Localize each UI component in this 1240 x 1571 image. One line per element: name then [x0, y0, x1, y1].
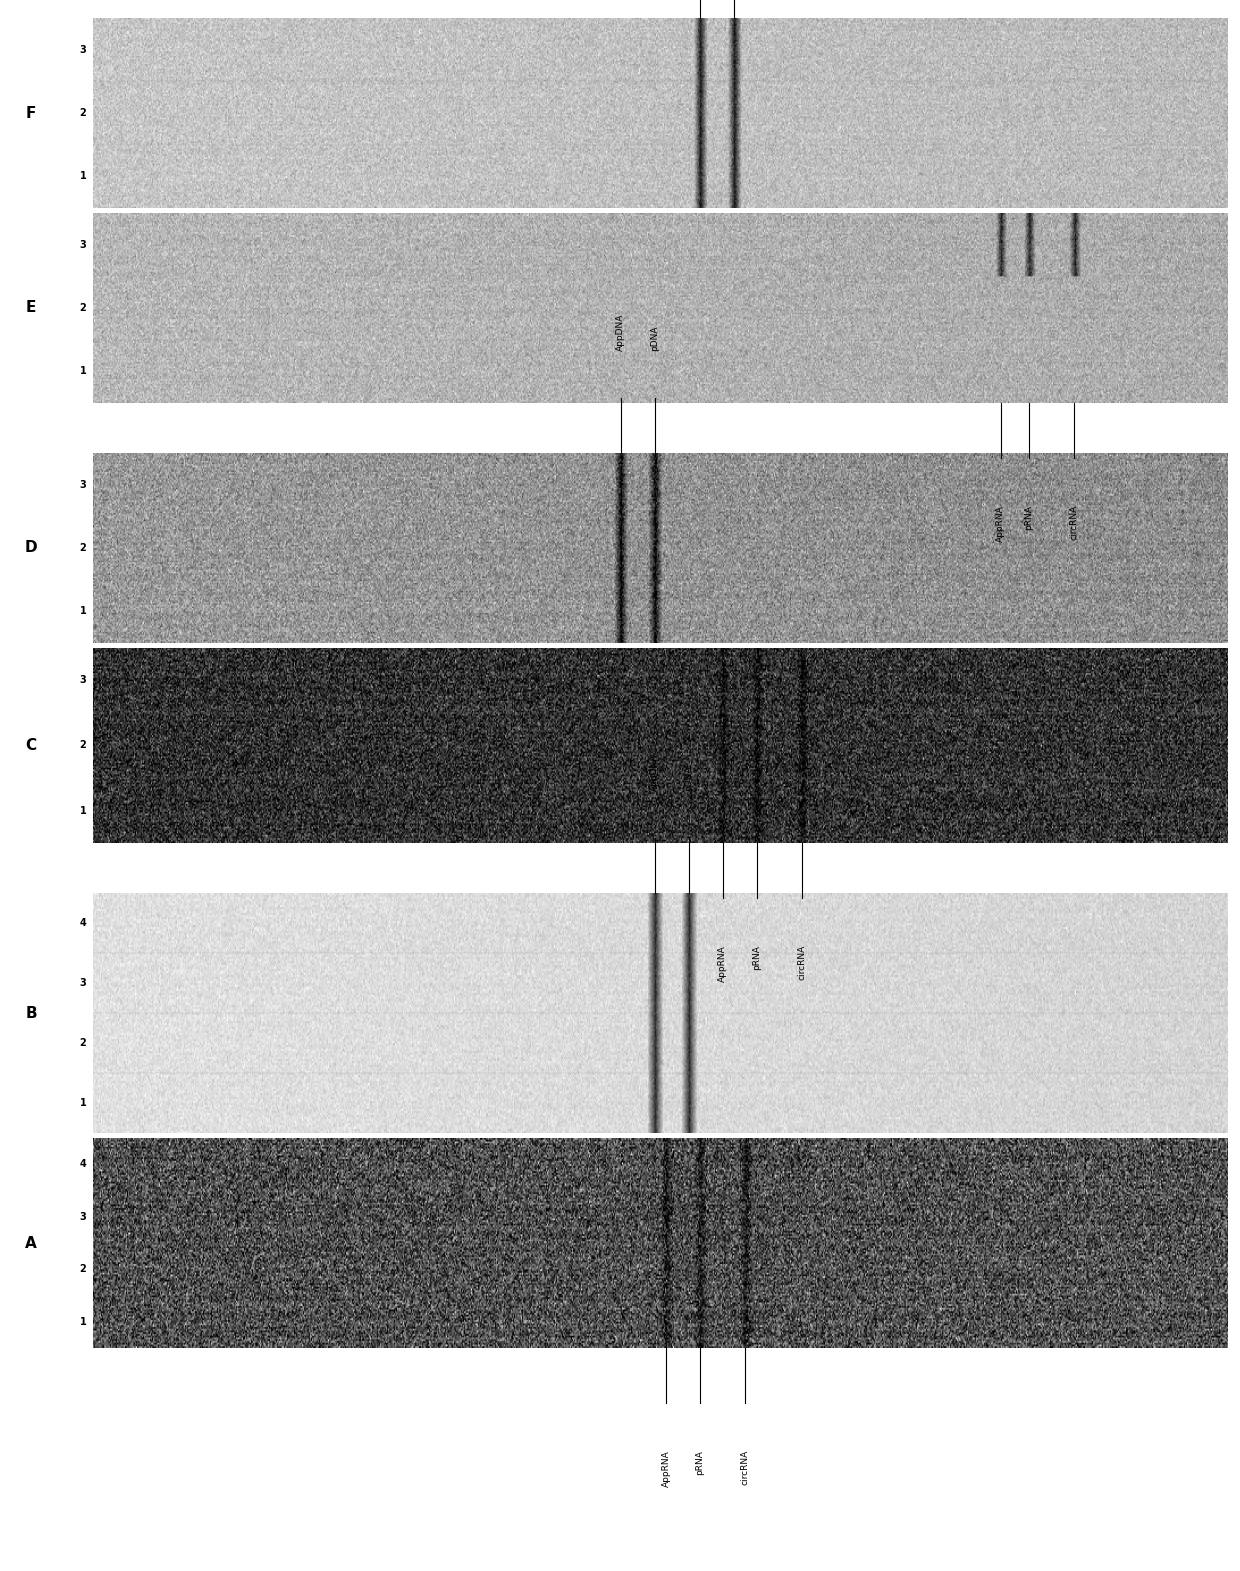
Text: B: B — [25, 1005, 37, 1021]
Text: 4: 4 — [79, 917, 87, 928]
Text: 2: 2 — [79, 108, 87, 118]
Text: AppRNA: AppRNA — [996, 506, 1006, 542]
Text: pDNA: pDNA — [684, 765, 693, 790]
Text: 1: 1 — [79, 171, 87, 181]
Text: F: F — [26, 105, 36, 121]
Text: pDNA: pDNA — [650, 325, 660, 350]
Text: D: D — [25, 540, 37, 556]
Text: 1: 1 — [79, 1316, 87, 1327]
Text: 3: 3 — [79, 44, 87, 55]
Text: 1: 1 — [79, 366, 87, 377]
Text: AppRNA: AppRNA — [718, 946, 727, 982]
Text: AppDNA: AppDNA — [650, 754, 660, 790]
Text: AppDNA: AppDNA — [616, 314, 625, 350]
Text: circRNA: circRNA — [797, 946, 807, 980]
Text: 3: 3 — [79, 1211, 87, 1222]
Text: 1: 1 — [79, 1098, 87, 1108]
Text: circRNA: circRNA — [740, 1450, 750, 1485]
Text: circRNA: circRNA — [1070, 506, 1079, 540]
Text: pRNA: pRNA — [753, 946, 761, 969]
Text: 2: 2 — [79, 544, 87, 553]
Text: 4: 4 — [79, 1159, 87, 1169]
Text: 3: 3 — [79, 676, 87, 685]
Text: 1: 1 — [79, 806, 87, 815]
Text: E: E — [26, 300, 36, 316]
Text: 3: 3 — [79, 979, 87, 988]
Text: A: A — [25, 1235, 37, 1251]
Text: 1: 1 — [79, 606, 87, 616]
Text: 2: 2 — [79, 1038, 87, 1048]
Text: pRNA: pRNA — [1024, 506, 1034, 529]
Text: 2: 2 — [79, 740, 87, 751]
Text: 3: 3 — [79, 479, 87, 490]
Text: 2: 2 — [79, 303, 87, 313]
Text: AppRNA: AppRNA — [661, 1450, 671, 1486]
Text: C: C — [26, 738, 36, 753]
Text: pRNA: pRNA — [696, 1450, 704, 1475]
Text: 3: 3 — [79, 240, 87, 250]
Text: 2: 2 — [79, 1265, 87, 1274]
